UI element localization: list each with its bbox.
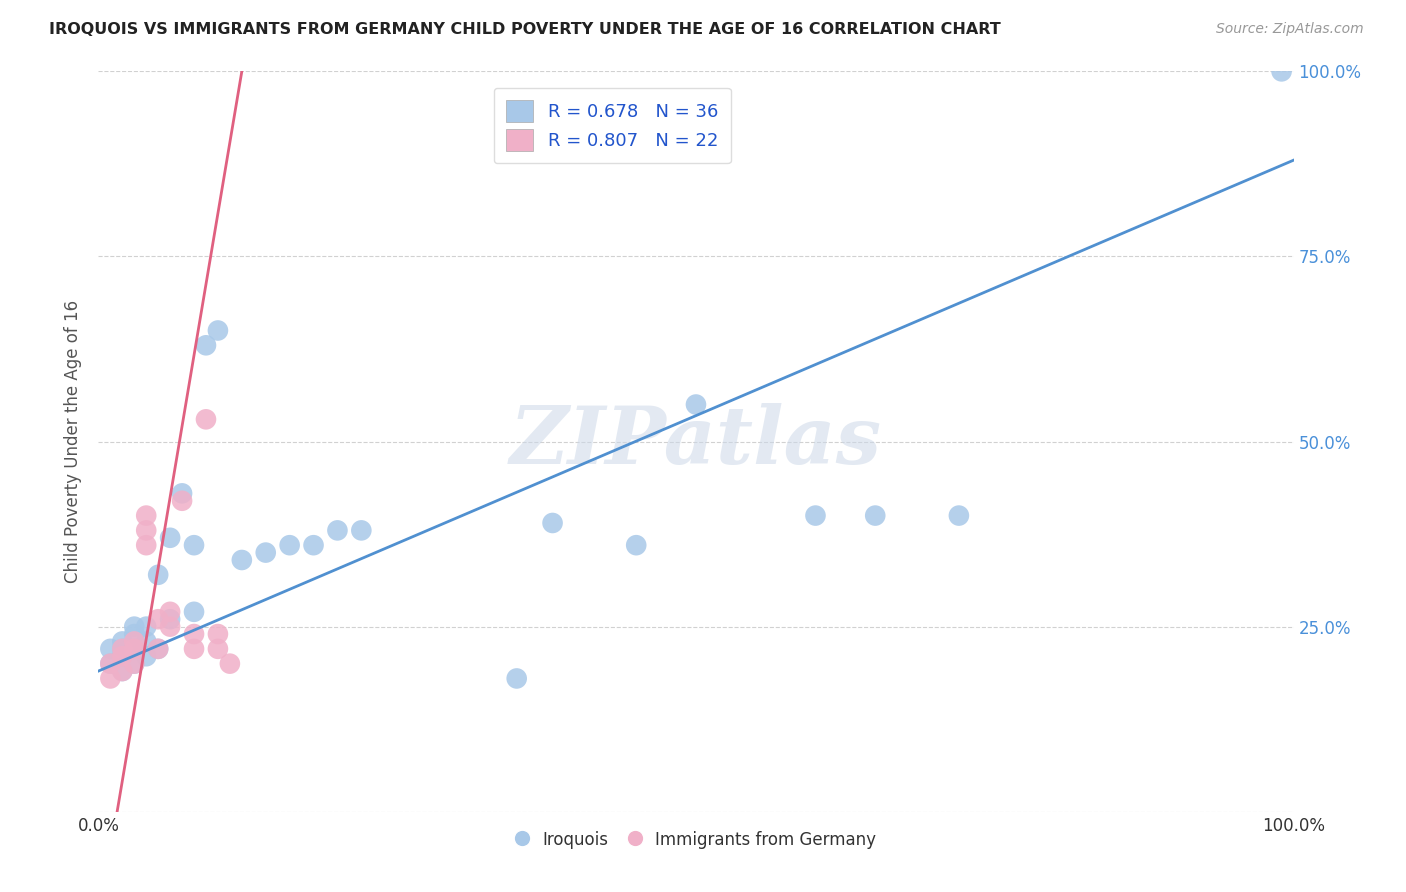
Point: [159, 619, 181, 633]
Point: [124, 641, 146, 656]
Text: ZIPatlas: ZIPatlas: [510, 403, 882, 480]
Point: [159, 531, 181, 545]
Point: [111, 664, 134, 678]
Point: [350, 524, 373, 538]
Legend: Iroquois, Immigrants from Germany: Iroquois, Immigrants from Germany: [509, 824, 883, 855]
Point: [135, 634, 157, 648]
Point: [135, 649, 157, 664]
Point: [124, 641, 146, 656]
Point: [111, 664, 134, 678]
Point: [124, 657, 146, 671]
Point: [207, 641, 229, 656]
Point: [148, 641, 170, 656]
Point: [254, 546, 277, 560]
Point: [195, 338, 218, 352]
Point: [685, 398, 707, 412]
Point: [124, 657, 146, 671]
Point: [148, 612, 170, 626]
Point: [98, 657, 122, 671]
Point: [98, 641, 122, 656]
Point: [124, 627, 146, 641]
Point: [219, 657, 242, 671]
Point: [865, 508, 887, 523]
Text: IROQUOIS VS IMMIGRANTS FROM GERMANY CHILD POVERTY UNDER THE AGE OF 16 CORRELATIO: IROQUOIS VS IMMIGRANTS FROM GERMANY CHIL…: [49, 22, 1001, 37]
Point: [159, 605, 181, 619]
Point: [183, 641, 205, 656]
Point: [111, 634, 134, 648]
Point: [195, 412, 218, 426]
Point: [207, 324, 229, 338]
Point: [231, 553, 253, 567]
Point: [135, 538, 157, 552]
Point: [98, 657, 122, 671]
Point: [98, 672, 122, 686]
Point: [148, 641, 170, 656]
Point: [207, 627, 229, 641]
Point: [111, 641, 134, 656]
Point: [135, 524, 157, 538]
Point: [172, 493, 194, 508]
Point: [506, 672, 529, 686]
Point: [326, 524, 349, 538]
Point: [183, 605, 205, 619]
Point: [183, 538, 205, 552]
Point: [302, 538, 325, 552]
Point: [159, 612, 181, 626]
Text: Source: ZipAtlas.com: Source: ZipAtlas.com: [1216, 22, 1364, 37]
Point: [172, 486, 194, 500]
Point: [111, 641, 134, 656]
Point: [626, 538, 648, 552]
Y-axis label: Child Poverty Under the Age of 16: Child Poverty Under the Age of 16: [65, 300, 83, 583]
Point: [948, 508, 970, 523]
Point: [183, 627, 205, 641]
Point: [804, 508, 827, 523]
Point: [111, 649, 134, 664]
Point: [111, 649, 134, 664]
Point: [1271, 64, 1294, 78]
Point: [135, 508, 157, 523]
Point: [541, 516, 564, 530]
Point: [278, 538, 301, 552]
Point: [124, 619, 146, 633]
Point: [135, 619, 157, 633]
Point: [124, 634, 146, 648]
Point: [148, 567, 170, 582]
